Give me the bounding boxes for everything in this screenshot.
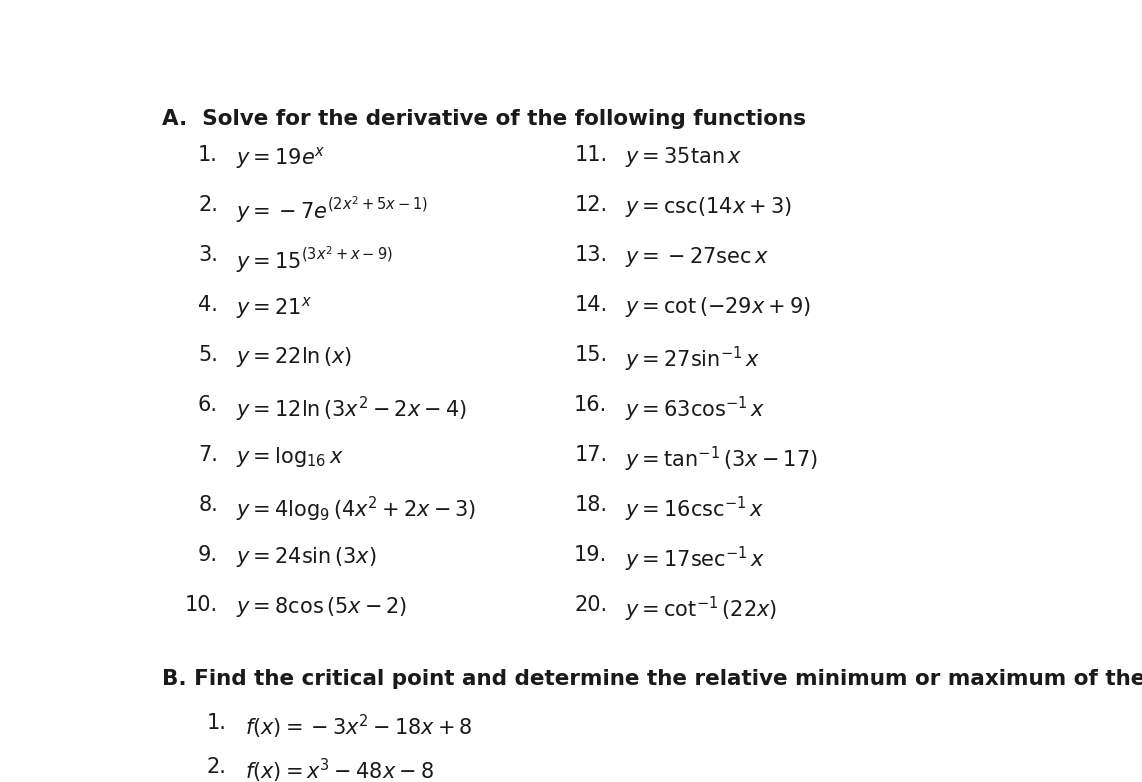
- Text: $y=16\csc^{-1}x$: $y=16\csc^{-1}x$: [625, 495, 764, 524]
- Text: $y=21^{x}$: $y=21^{x}$: [235, 295, 312, 321]
- Text: $y=22\ln\left(x\right)$: $y=22\ln\left(x\right)$: [235, 345, 352, 369]
- Text: $y=24\sin\left(3x\right)$: $y=24\sin\left(3x\right)$: [235, 545, 376, 569]
- Text: $y=-7e^{(2x^2+5x-1)}$: $y=-7e^{(2x^2+5x-1)}$: [235, 195, 427, 225]
- Text: $f(x)=x^3-48x-8$: $f(x)=x^3-48x-8$: [244, 757, 433, 782]
- Text: A.  Solve for the derivative of the following functions: A. Solve for the derivative of the follo…: [162, 109, 806, 129]
- Text: $y=27\sin^{-1}x$: $y=27\sin^{-1}x$: [625, 345, 761, 374]
- Text: 18.: 18.: [574, 495, 608, 515]
- Text: 4.: 4.: [198, 295, 218, 315]
- Text: 6.: 6.: [198, 395, 218, 415]
- Text: 15.: 15.: [574, 345, 608, 365]
- Text: $y=\csc(14x+3)$: $y=\csc(14x+3)$: [625, 195, 791, 219]
- Text: 10.: 10.: [185, 595, 218, 615]
- Text: $y=19e^{x}$: $y=19e^{x}$: [235, 145, 325, 171]
- Text: $y=17\sec^{-1}x$: $y=17\sec^{-1}x$: [625, 545, 765, 574]
- Text: 20.: 20.: [574, 595, 608, 615]
- Text: 14.: 14.: [574, 295, 608, 315]
- Text: $y=\cot\left(-29x+9\right)$: $y=\cot\left(-29x+9\right)$: [625, 295, 811, 319]
- Text: 8.: 8.: [199, 495, 218, 515]
- Text: $y=\tan^{-1}(3x-17)$: $y=\tan^{-1}(3x-17)$: [625, 445, 818, 474]
- Text: 16.: 16.: [574, 395, 608, 415]
- Text: $y=\log_{16}x$: $y=\log_{16}x$: [235, 445, 344, 469]
- Text: 1.: 1.: [207, 713, 227, 733]
- Text: 13.: 13.: [574, 245, 608, 265]
- Text: 12.: 12.: [574, 195, 608, 215]
- Text: 7.: 7.: [198, 445, 218, 465]
- Text: 2.: 2.: [198, 195, 218, 215]
- Text: 2.: 2.: [207, 757, 227, 777]
- Text: 9.: 9.: [198, 545, 218, 565]
- Text: $y=-27\sec x$: $y=-27\sec x$: [625, 245, 769, 269]
- Text: 19.: 19.: [574, 545, 608, 565]
- Text: $y=35\tan x$: $y=35\tan x$: [625, 145, 742, 169]
- Text: 5.: 5.: [198, 345, 218, 365]
- Text: 1.: 1.: [198, 145, 218, 165]
- Text: $y=4\log_{9}\left(4x^2+2x-3\right)$: $y=4\log_{9}\left(4x^2+2x-3\right)$: [235, 495, 476, 524]
- Text: $f(x)=-3x^2-18x+8$: $f(x)=-3x^2-18x+8$: [244, 713, 472, 741]
- Text: 11.: 11.: [574, 145, 608, 165]
- Text: 3.: 3.: [198, 245, 218, 265]
- Text: B. Find the critical point and determine the relative minimum or maximum of the : B. Find the critical point and determine…: [162, 669, 1142, 689]
- Text: $y=15^{(3x^2+x-9)}$: $y=15^{(3x^2+x-9)}$: [235, 245, 393, 275]
- Text: $y=8\cos\left(5x-2\right)$: $y=8\cos\left(5x-2\right)$: [235, 595, 407, 619]
- Text: $y=12\ln\left(3x^2-2x-4\right)$: $y=12\ln\left(3x^2-2x-4\right)$: [235, 395, 466, 424]
- Text: $y=63\cos^{-1}x$: $y=63\cos^{-1}x$: [625, 395, 765, 424]
- Text: 17.: 17.: [574, 445, 608, 465]
- Text: $y=\cot^{-1}(22x)$: $y=\cot^{-1}(22x)$: [625, 595, 778, 624]
